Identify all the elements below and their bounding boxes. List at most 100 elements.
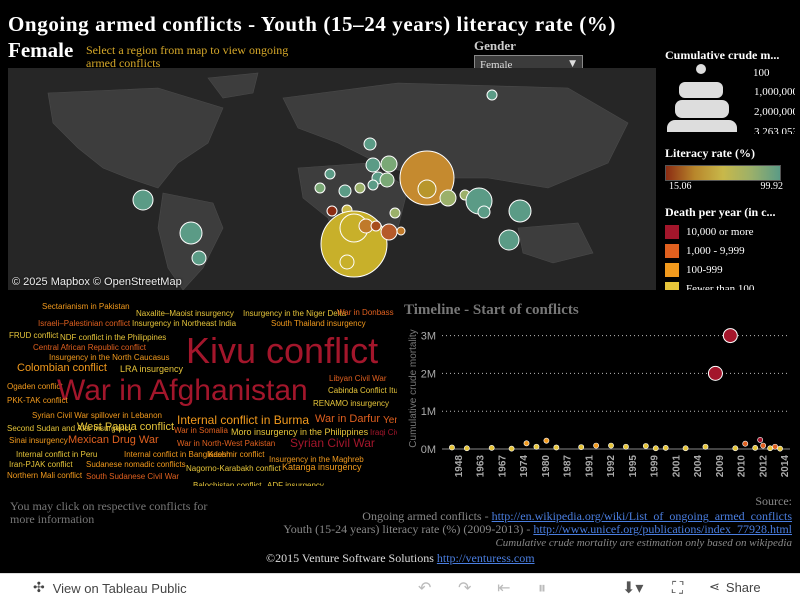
conflict-link[interactable]: Iturbi [389,386,397,395]
conflict-link[interactable]: Second Sudan and Afar insurgency [7,424,133,433]
conflict-link[interactable]: RENAMO insurgency [313,399,390,408]
timeline-point[interactable] [767,445,774,452]
timeline-point[interactable] [742,440,749,447]
map-bubble[interactable] [380,223,398,241]
map-bubble[interactable] [486,89,498,101]
conflict-word-cloud[interactable]: Sectarianism in Pakistan Naxalite–Maoist … [0,300,397,486]
conflict-link[interactable]: Central African Republic conflict [33,343,146,352]
redo-icon[interactable]: ↷ [458,578,472,597]
conflict-link[interactable]: FRUD conflict [9,331,59,340]
timeline-chart[interactable]: 0M 1M 2M 3M Cumulative crude mortality 1948 19… [404,318,796,488]
timeline-point[interactable] [772,443,778,450]
map-bubble[interactable] [338,184,352,198]
map-bubble[interactable] [498,229,520,251]
map-bubble[interactable] [370,220,382,232]
conflict-link[interactable]: Internal conflict in Bangladesh [124,450,231,459]
death-legend-item[interactable]: 10,000 or more [665,225,795,239]
map-attribution[interactable]: © 2025 Mapbox © OpenStreetMap [12,276,182,288]
undo-icon[interactable]: ↶ [418,578,432,597]
conflict-link[interactable]: Insurgency in the Niger Delta [243,309,347,318]
conflict-link[interactable]: LRA insurgency [120,364,184,374]
conflict-link[interactable]: South Thailand insurgency [271,319,366,328]
conflict-link[interactable]: Cabinda Conflict [328,386,387,395]
conflict-link[interactable]: NDF conflict in the Philippines [60,333,167,342]
conflict-link[interactable]: Internal conflict in Peru [16,450,98,459]
map-bubble[interactable] [380,155,398,173]
timeline-point[interactable] [777,445,783,452]
conflict-link[interactable]: War in Afghanistan [57,374,308,407]
timeline-point[interactable] [662,444,669,451]
timeline-point[interactable] [623,443,629,450]
conflict-link[interactable]: Sectarianism in Pakistan [42,302,130,311]
timeline-point[interactable] [732,445,739,452]
conflict-link[interactable]: War in North-West Pakistan [177,439,276,448]
download-icon[interactable]: ⬇▾ [622,578,644,597]
conflict-link[interactable]: Katanga insurgency [282,462,362,472]
conflict-link[interactable]: Colombian conflict [17,362,107,374]
death-legend-item[interactable]: 1,000 - 9,999 [665,244,795,258]
conflict-link[interactable]: Naxalite–Maoist insurgency [136,309,234,318]
conflict-link[interactable]: ADF insurgency [267,481,324,486]
source-conflicts-link[interactable]: http://en.wikipedia.org/wiki/List_of_ong… [491,509,792,523]
map-bubble[interactable] [417,179,437,199]
conflict-link[interactable]: Iran-PJAK conflict [9,460,73,469]
conflict-link[interactable]: War in Donbass [337,308,394,317]
conflict-link[interactable]: Libyan Civil War [329,374,387,383]
conflict-link[interactable]: Kashmir conflict [208,450,265,459]
conflict-link[interactable]: War in Somalia [174,426,228,435]
pause-icon[interactable]: ⏸ [538,578,547,597]
timeline-point[interactable] [463,445,470,452]
timeline-point[interactable] [652,445,659,452]
view-on-tableau-button[interactable]: ✣ View on Tableau Public [33,580,187,596]
map-bubble[interactable] [399,150,455,206]
share-button[interactable]: ⋖ Share [709,580,761,595]
timeline-point[interactable] [543,437,550,444]
timeline-point[interactable] [508,445,515,452]
timeline-point[interactable] [488,444,495,451]
map-bubble[interactable] [477,205,491,219]
copyright-link[interactable]: http://venturess.com [436,551,535,565]
conflict-link[interactable]: West Papua conflict [77,421,175,433]
conflict-link[interactable]: Balochistan conflict [193,481,262,486]
conflict-link[interactable]: Syrian Civil War [290,436,375,450]
map-bubble[interactable] [508,199,532,223]
conflict-link[interactable]: Israeli–Palestinian conflict [38,319,131,328]
conflict-link[interactable]: Yemeni [383,415,397,426]
map-bubble[interactable] [439,189,457,207]
timeline-point[interactable] [449,444,455,451]
conflict-link[interactable]: Moro insurgency in the Philippines [231,427,369,437]
conflict-link[interactable]: PKK-TAK conflict [7,396,68,405]
conflict-bubbles[interactable] [132,89,532,278]
conflict-link[interactable]: Iraqi Civil [370,428,397,437]
conflict-link[interactable]: Internal conflict in Burma [177,413,310,427]
conflict-link[interactable]: Nagorno-Karabakh conflict [186,464,281,473]
conflict-link[interactable]: Insurgency in Northeast India [132,319,237,328]
timeline-point[interactable] [702,443,709,450]
timeline-point[interactable] [722,328,738,344]
conflict-link[interactable]: Insurgency in the North Caucasus [49,353,170,362]
map-bubble[interactable] [132,189,154,211]
timeline-point[interactable] [642,443,649,449]
map-bubble[interactable] [191,250,207,266]
timeline-point[interactable] [578,444,585,451]
death-legend-item[interactable]: Fewer than 100 [665,282,795,290]
conflict-link[interactable]: Sudanese nomadic conflicts [86,460,186,469]
timeline-point[interactable] [608,442,614,449]
fullscreen-icon[interactable]: ⛶ [672,578,684,597]
map-bubble[interactable] [367,179,379,191]
map-bubble[interactable] [326,205,338,217]
map-canvas[interactable] [8,68,656,290]
timeline-point[interactable] [752,444,759,451]
timeline-point[interactable] [593,442,600,449]
timeline-point[interactable] [533,443,540,450]
map-bubble[interactable] [396,226,406,236]
map-bubble[interactable] [365,157,381,173]
death-legend-item[interactable]: 100-999 [665,263,795,277]
map-bubble[interactable] [324,168,336,180]
revert-icon[interactable]: ⇤ [497,578,511,597]
timeline-point[interactable] [757,437,764,443]
world-map[interactable]: © 2025 Mapbox © OpenStreetMap [8,68,656,290]
map-bubble[interactable] [354,182,366,194]
conflict-link[interactable]: Kivu conflict [186,330,379,371]
conflict-link[interactable]: Ogaden conflict [7,382,63,391]
